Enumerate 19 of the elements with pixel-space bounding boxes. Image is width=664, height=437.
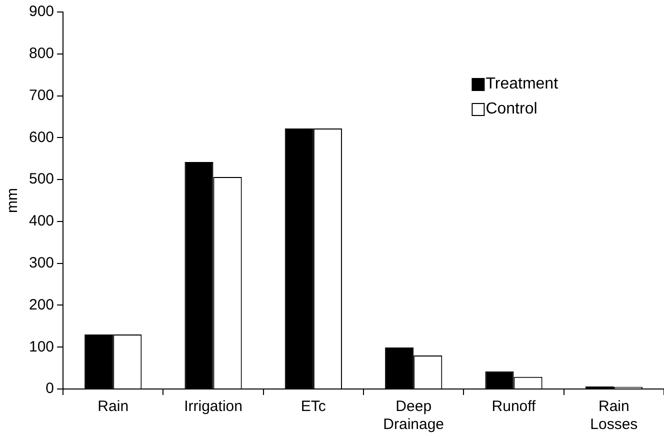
y-tick-label: 900 (28, 3, 54, 20)
legend-label: Treatment (486, 75, 559, 92)
x-tick-label: Rain (98, 398, 129, 416)
x-tick-label: ETc (300, 398, 326, 416)
y-tick-label: 300 (28, 254, 54, 272)
y-tick-label: 100 (28, 338, 54, 356)
y-tick-label: 200 (28, 296, 54, 314)
y-tick-label: 700 (28, 86, 54, 104)
y-tick-label: 400 (28, 212, 54, 230)
y-tick-label: 500 (28, 170, 54, 188)
x-tick-label: Rain Losses (590, 398, 638, 434)
y-tick-label: 600 (28, 128, 54, 146)
x-tick-label: Runoff (492, 398, 537, 416)
x-tick-label: Irrigation (184, 398, 242, 416)
y-tick-label: 800 (28, 45, 54, 62)
y-axis-title: mm (4, 188, 22, 213)
x-tick-label: Deep Drainage (383, 398, 444, 434)
legend-label: Control (486, 100, 538, 118)
y-tick-label: 0 (46, 380, 54, 398)
